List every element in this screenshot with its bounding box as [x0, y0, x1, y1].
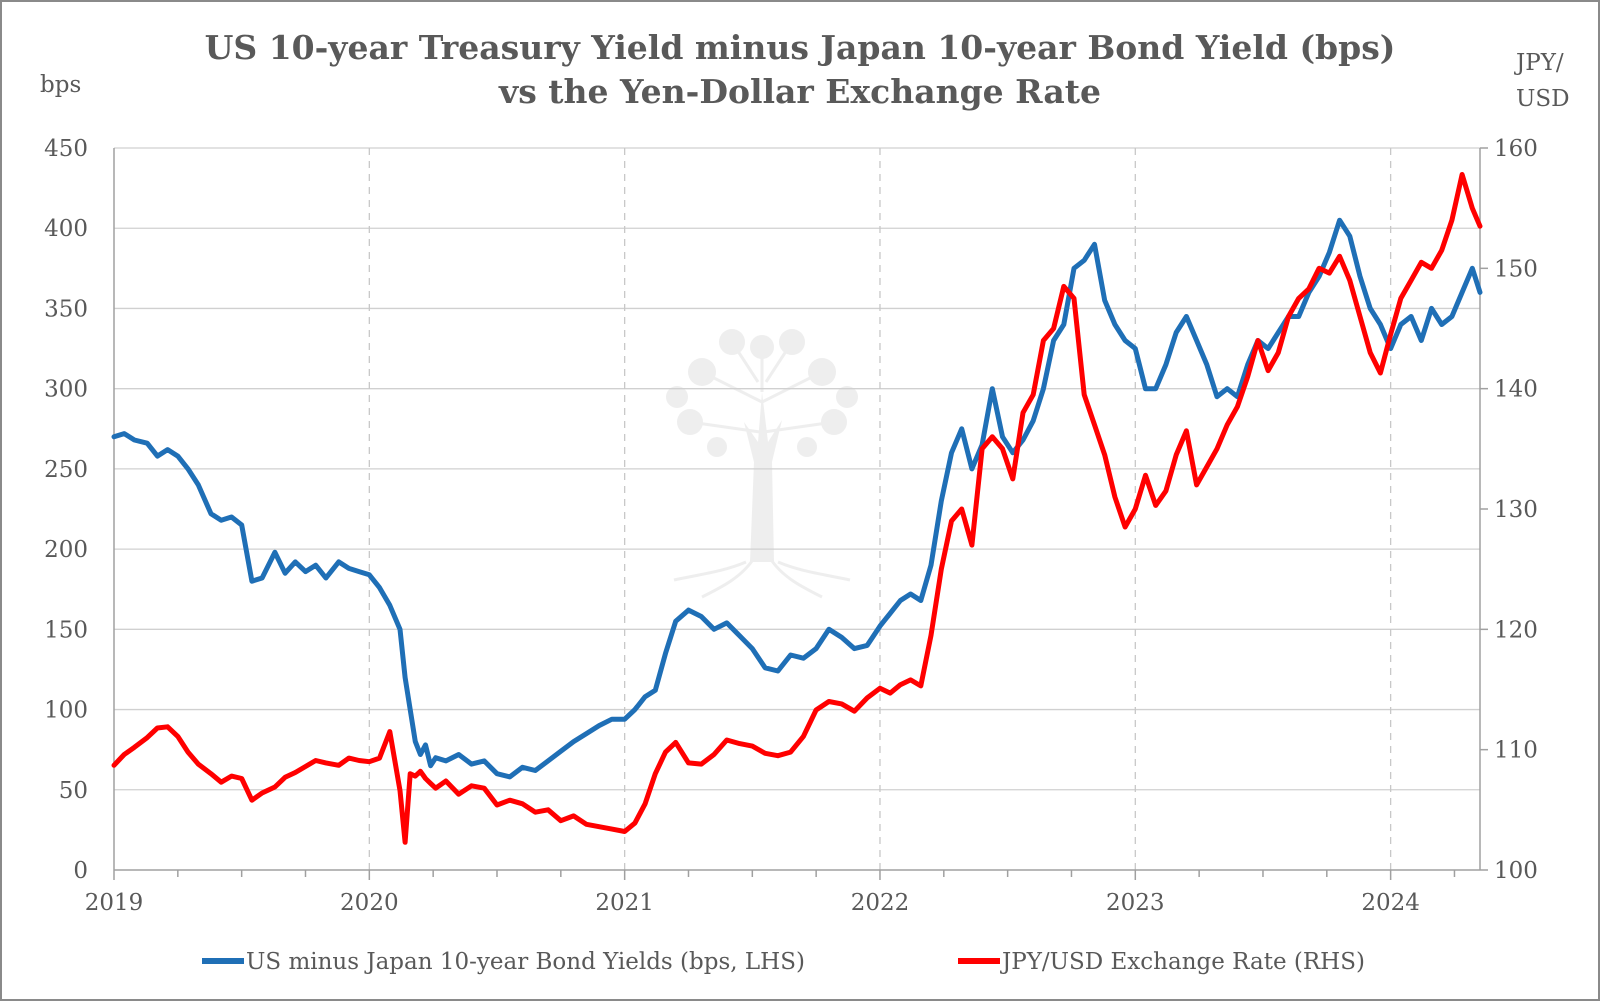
x-tick-label: 2019: [85, 890, 144, 916]
right-tick-label: 140: [1494, 377, 1538, 403]
horizontal-gridlines: [114, 147, 1480, 791]
left-tick-label: 250: [44, 457, 88, 483]
legend-label-us-japan: US minus Japan 10-year Bond Yields (bps,…: [246, 949, 805, 975]
x-axis-ticks: 2019 2020 2021 2022 2023 2024: [85, 870, 1456, 916]
left-tick-label: 350: [44, 296, 88, 322]
left-tick-label: 200: [44, 537, 88, 563]
series-line-jpy-usd: [111, 172, 1483, 845]
left-tick-label: 300: [44, 377, 88, 403]
right-tick-label: 120: [1494, 617, 1538, 643]
x-tick-label: 2024: [1361, 890, 1420, 916]
right-tick-label: 100: [1494, 858, 1538, 884]
right-axis-ticks: 100 110 120 130 140 150 160: [1480, 136, 1538, 884]
right-tick-label: 130: [1494, 497, 1538, 523]
left-tick-label: 400: [44, 216, 88, 242]
chart-subtitle: vs the Yen-Dollar Exchange Rate: [498, 72, 1101, 111]
left-axis-ticks: 0 50 100 150 200 250 300 350 400 450: [44, 136, 88, 884]
x-tick-label: 2023: [1106, 890, 1165, 916]
left-tick-label: 150: [44, 617, 88, 643]
legend-label-jpy-usd: JPY/USD Exchange Rate (RHS): [1000, 949, 1365, 975]
left-axis-unit: bps: [40, 72, 81, 98]
left-tick-label: 450: [44, 136, 88, 162]
left-tick-label: 50: [59, 778, 88, 804]
series-layer: [111, 172, 1483, 845]
x-tick-label: 2021: [595, 890, 654, 916]
vertical-gridlines: [368, 148, 1392, 870]
right-axis-unit-line2: USD: [1516, 86, 1570, 112]
x-tick-label: 2020: [340, 890, 399, 916]
legend: US minus Japan 10-year Bond Yields (bps,…: [202, 949, 1365, 975]
tree-watermark-icon: [666, 329, 858, 599]
series-line-us-japan-spread: [111, 217, 1483, 780]
left-tick-label: 100: [44, 698, 88, 724]
x-tick-label: 2022: [851, 890, 910, 916]
right-axis-unit-line1: JPY/: [1514, 50, 1564, 76]
chart-title: US 10-year Treasury Yield minus Japan 10…: [205, 28, 1396, 67]
right-tick-label: 110: [1494, 738, 1538, 764]
right-tick-label: 150: [1494, 256, 1538, 282]
right-tick-label: 160: [1494, 136, 1538, 162]
left-tick-label: 0: [73, 858, 88, 884]
